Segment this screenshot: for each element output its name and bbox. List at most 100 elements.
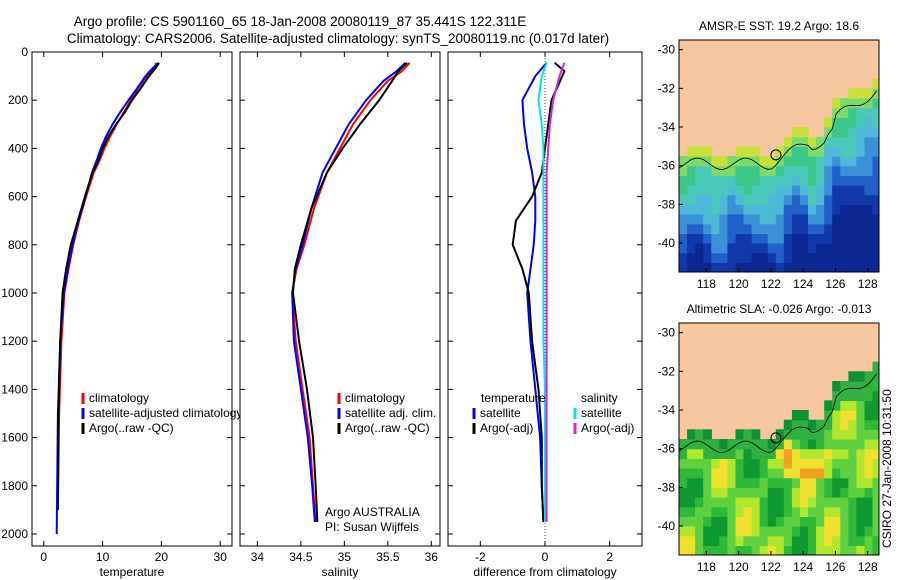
- sla_map-cell: [679, 477, 688, 488]
- sla_map-ytick-label: -38: [658, 480, 676, 494]
- sst_map-cell: [824, 175, 833, 186]
- sst_map-cell: [816, 243, 825, 254]
- sla_map-cell: [808, 535, 817, 546]
- figure-title-line2: Climatology: CARS2006. Satellite-adjuste…: [67, 31, 609, 46]
- sla_map-panel: 118 120 122 124 126 128 -30 -32 -34 -36 -38 -40 Alti…: [658, 302, 880, 574]
- sla_map-cell: [824, 506, 833, 517]
- sst_map-cell: [735, 194, 745, 205]
- sst_map-cell: [848, 146, 858, 157]
- sla_map-cell: [687, 458, 696, 469]
- sla_map-cell: [832, 439, 841, 450]
- sst_map-cell: [848, 262, 858, 272]
- sst_map-shelf-contour: [679, 90, 877, 170]
- sst_map-cell: [743, 233, 753, 244]
- sst_map-cell: [808, 165, 817, 176]
- sst_map-cell: [800, 175, 809, 186]
- sla_map-cell: [719, 487, 728, 498]
- sla_map-cell: [800, 419, 809, 430]
- sst_map-cell: [808, 243, 817, 254]
- temperature-ytick-label: 1000: [1, 286, 28, 300]
- sst_map-cell: [848, 117, 858, 128]
- sla_map-cell: [695, 516, 704, 527]
- sst_map-cell: [872, 223, 879, 234]
- difference-legend-salinity-header: salinity: [581, 391, 618, 405]
- sla_map-cell: [864, 439, 874, 450]
- sst_map-cell: [759, 185, 769, 196]
- sla_map-cell: [751, 545, 761, 555]
- sla_map-cell: [872, 371, 879, 382]
- sst_map-cell: [840, 262, 849, 272]
- sst_map-cell: [856, 107, 866, 118]
- sst_map-cell: [824, 136, 833, 147]
- sla_map-cell: [864, 390, 874, 401]
- sst_map-cell: [695, 252, 704, 263]
- sla_map-cell: [808, 477, 817, 488]
- sst_map-xtick-label: 128: [858, 277, 878, 291]
- sst_map-cell: [856, 194, 866, 205]
- sst_map-cell: [872, 243, 879, 254]
- sla_map-cell: [832, 477, 841, 488]
- sst_map-cell: [872, 136, 879, 147]
- sst_map-cell: [840, 98, 849, 109]
- sla_map-cell: [687, 439, 696, 450]
- sst_map-cell: [848, 214, 858, 225]
- sla_map-cell: [711, 439, 720, 450]
- sla_map-cell: [679, 545, 688, 555]
- sst_map-cell: [751, 223, 761, 234]
- sla_map-cell: [679, 448, 688, 459]
- sla_map-cell: [848, 545, 858, 555]
- sst_map-cell: [872, 107, 879, 118]
- sst_map-cell: [848, 136, 858, 147]
- sla_map-cell: [767, 497, 777, 508]
- sst_map-cell: [743, 165, 753, 176]
- sla_map-cell: [775, 439, 785, 450]
- sla_map-cell: [840, 516, 849, 527]
- salinity-annotation-line1: Argo AUSTRALIA: [325, 505, 420, 519]
- sla_map-cell: [872, 477, 879, 488]
- sst_map-xtick-label: 122: [761, 277, 781, 291]
- sst_map-cell: [679, 204, 688, 215]
- sla_map-cell: [719, 535, 728, 546]
- sst_map-cell: [679, 243, 688, 254]
- sst_map-cell: [767, 223, 777, 234]
- sst_map-cell: [759, 252, 769, 263]
- sst_map-cell: [856, 98, 866, 109]
- sst_map-cell: [816, 223, 825, 234]
- sst_map-cell: [848, 204, 858, 215]
- sst_map-cell: [824, 127, 833, 138]
- sla_map-cell: [783, 516, 793, 527]
- sst_map-cell: [864, 243, 874, 254]
- sst_map-cell: [856, 146, 866, 157]
- sst_map-cell: [800, 252, 809, 263]
- sst_map-cell: [800, 262, 809, 272]
- sla_map-xtick-label: 126: [825, 560, 845, 574]
- sla_map-cell: [808, 497, 817, 508]
- sst_map-cell: [872, 88, 879, 99]
- sst_map-cell: [735, 185, 745, 196]
- sst_map-cell: [816, 146, 825, 157]
- sst_map-ytick-label: -40: [658, 236, 676, 250]
- sla_map-cell: [695, 487, 704, 498]
- sst_map-cell: [759, 262, 769, 272]
- sst_map-cell: [727, 252, 737, 263]
- sla_map-cell: [735, 535, 745, 546]
- sla_map-cell: [808, 448, 817, 459]
- sla_map-cell: [872, 419, 879, 430]
- sst_map-cell: [687, 233, 696, 244]
- sla_map-cell: [808, 468, 817, 479]
- sla_map-cell: [783, 477, 793, 488]
- sst_map-cell: [759, 204, 769, 215]
- sst_map-cell: [808, 223, 817, 234]
- sla_map-cell: [703, 439, 712, 450]
- sst_map-cell: [719, 194, 728, 205]
- sst_map-cell: [695, 204, 704, 215]
- sla_map-ytick-label: -36: [658, 442, 676, 456]
- sst_map-cell: [703, 165, 712, 176]
- sst_map-cell: [800, 136, 809, 147]
- difference-legend-sal-argo-label: Argo(-adj): [581, 421, 634, 435]
- sla_map-cell: [767, 468, 777, 479]
- sla_map-cell: [840, 448, 849, 459]
- sla_map-cell: [711, 545, 720, 555]
- sla_map-cell: [735, 477, 745, 488]
- sst_map-cell: [727, 243, 737, 254]
